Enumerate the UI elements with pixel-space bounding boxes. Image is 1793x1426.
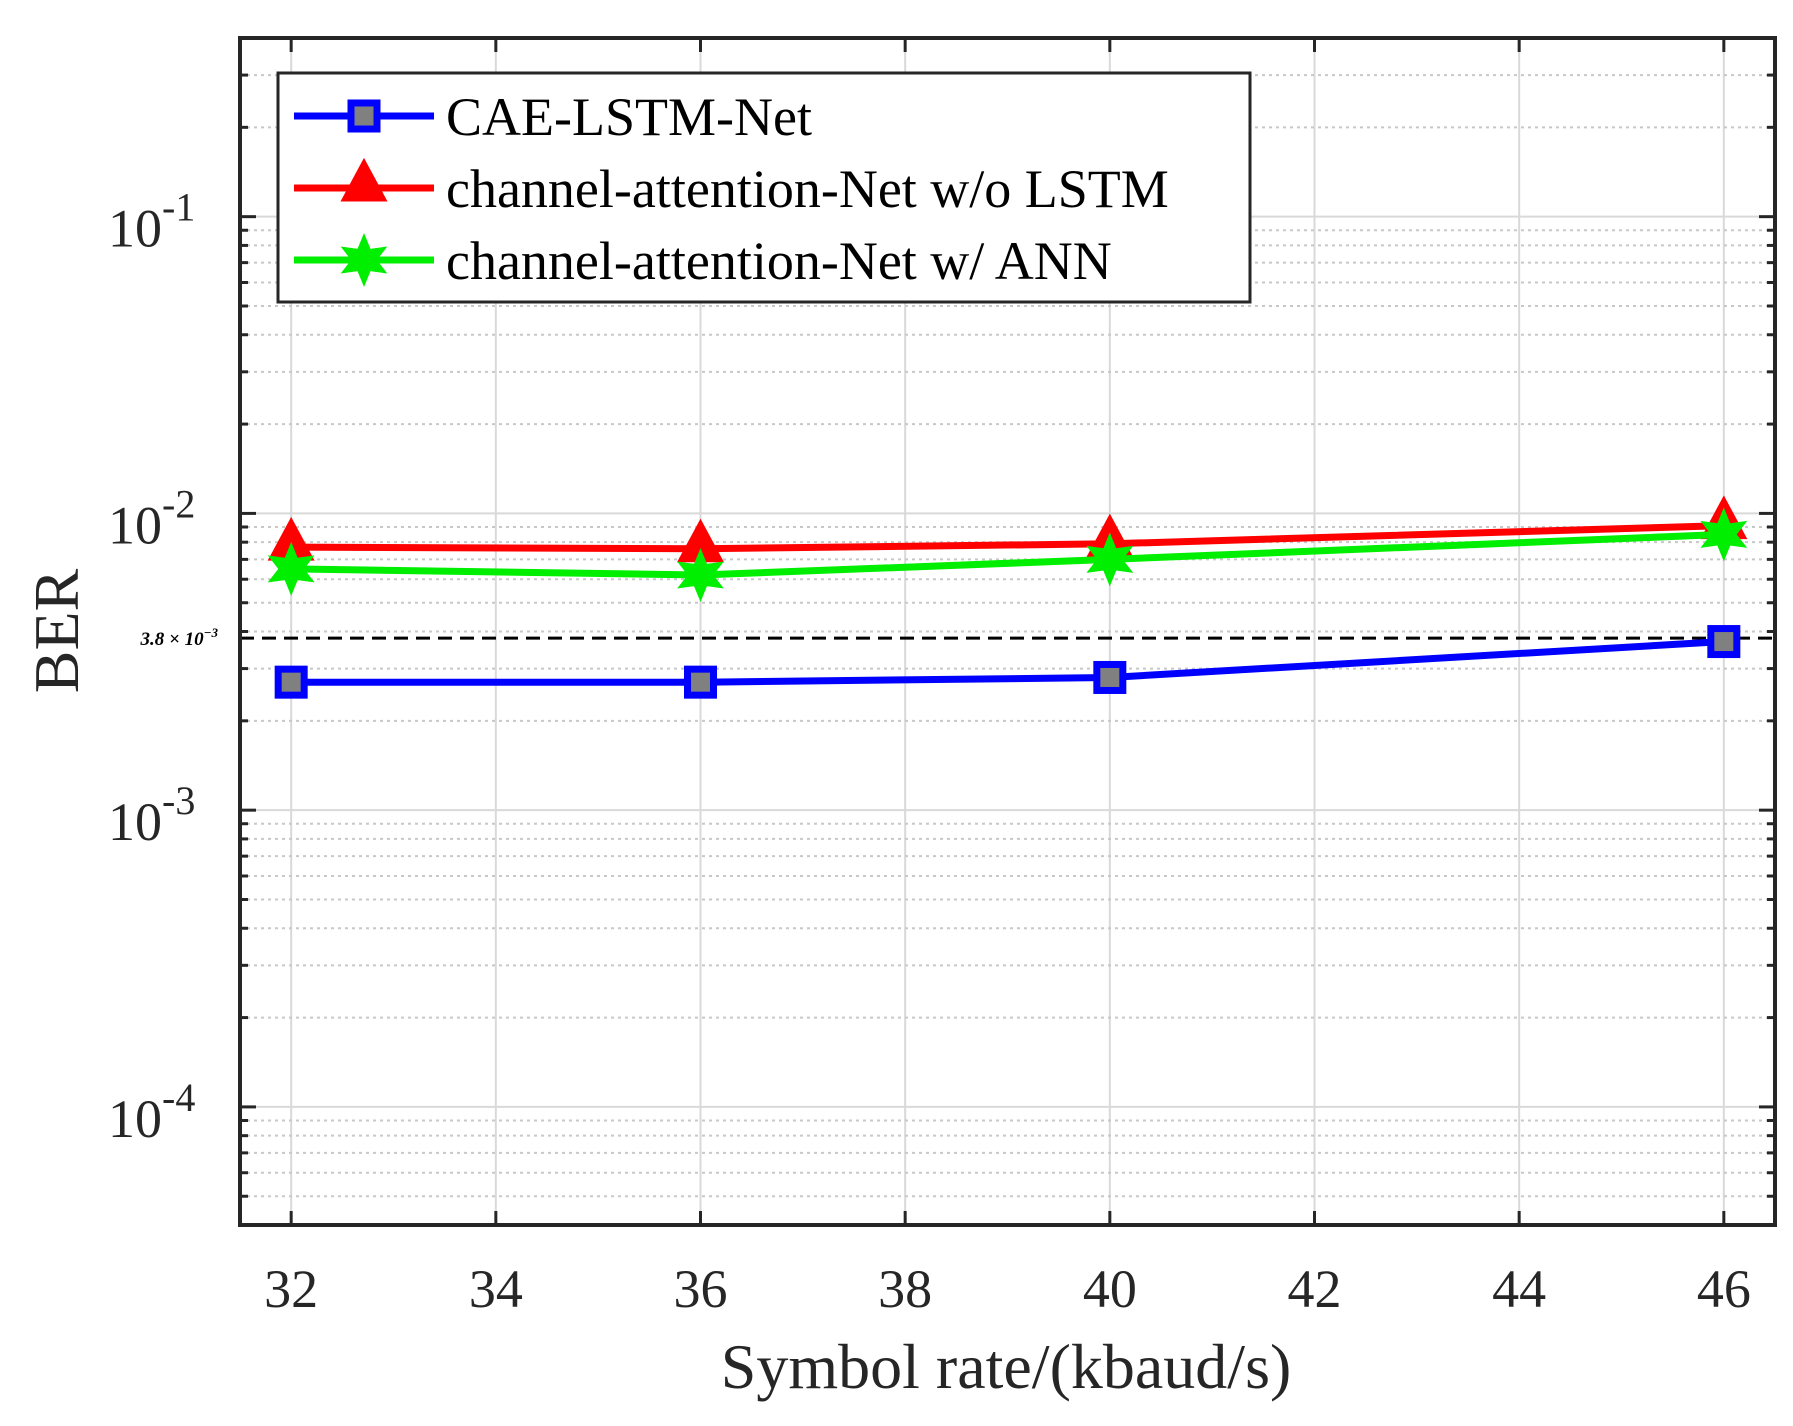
x-tick-label: 44 [1492, 1259, 1546, 1319]
y-axis-title: BER [21, 568, 92, 693]
x-tick-label: 34 [469, 1259, 523, 1319]
data-point [677, 548, 724, 602]
y-tick-label: 10-3 [108, 778, 195, 852]
data-point [267, 541, 315, 596]
y-tick-label-exponent: -3 [162, 778, 195, 823]
data-point [274, 665, 308, 699]
legend-item: channel-attention-Net w/ ANN [294, 231, 1112, 291]
data-point [1707, 625, 1741, 659]
y-tick-label-exponent: -1 [162, 185, 195, 230]
legend-marker [347, 99, 381, 133]
legend: CAE-LSTM-Net channel-attention-Net w/o LS… [276, 71, 1252, 304]
x-tick-label: 42 [1288, 1259, 1342, 1319]
legend-label: channel-attention-Net w/o LSTM [446, 159, 1169, 219]
y-tick-label-exponent: -2 [162, 481, 195, 526]
series-line [291, 530, 1724, 579]
legend-item: channel-attention-Net w/o LSTM [294, 157, 1169, 219]
reference-threshold-label: 3.8 × 10−3 [140, 625, 219, 650]
data-point [1093, 660, 1127, 694]
series-square [274, 625, 1741, 699]
legend-box [276, 71, 1252, 304]
series-star [267, 507, 1748, 602]
reference-label-base: 3.8 × 10 [140, 629, 205, 650]
reference-line-group: 3.8 × 10−3 [140, 625, 1775, 650]
legend-label: channel-attention-Net w/ ANN [446, 231, 1112, 291]
y-tick-label-base: 10 [108, 792, 162, 852]
x-tick-label: 38 [878, 1259, 932, 1319]
data-point [1700, 507, 1748, 562]
y-tick-label: 10-1 [108, 185, 195, 259]
legend-marker [340, 157, 388, 202]
x-tick-label: 46 [1697, 1259, 1751, 1319]
legend-label: CAE-LSTM-Net [446, 87, 812, 147]
x-tick-label: 32 [264, 1259, 318, 1319]
legend-marker [340, 233, 388, 287]
y-tick-label: 10-2 [108, 481, 195, 555]
x-axis-title: Symbol rate/(kbaud/s) [721, 1331, 1292, 1402]
data-point [684, 665, 717, 699]
x-tick-label: 36 [674, 1259, 728, 1319]
series-line [291, 638, 1725, 686]
y-tick-label-exponent: -4 [162, 1075, 195, 1120]
reference-label-exponent: −3 [204, 625, 219, 640]
legend-item: CAE-LSTM-Net [294, 87, 812, 147]
series-line [291, 522, 1724, 553]
data-point [1086, 532, 1134, 587]
y-tick-label-base: 10 [108, 1089, 162, 1149]
series [267, 495, 1748, 699]
x-tick-label: 40 [1083, 1259, 1137, 1319]
y-tick-label: 10-4 [108, 1075, 195, 1149]
y-tick-label-base: 10 [108, 199, 162, 259]
y-tick-label-base: 10 [108, 495, 162, 555]
